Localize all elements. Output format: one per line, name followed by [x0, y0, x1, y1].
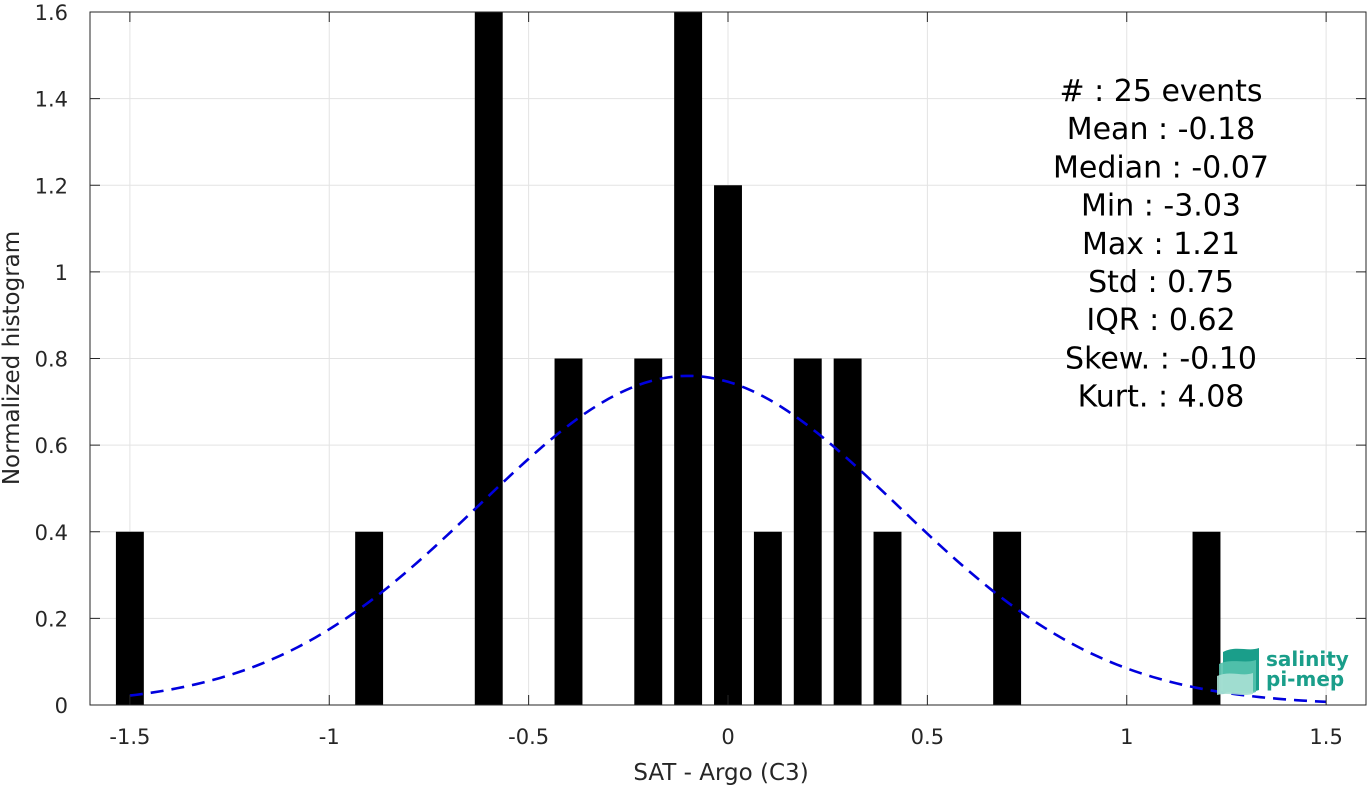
axis-tick-labels: -1.5 -1 -0.5 0 0.5 1 1.5 0 0.2 0.4 0.6 0.8 1 1.2 1.4 1.… [35, 1, 1343, 749]
histogram-bar [1192, 531, 1221, 705]
stats-line: # : 25 events [1059, 74, 1262, 109]
x-tick-label: -1 [319, 725, 340, 749]
stats-line: Max : 1.21 [1082, 227, 1240, 262]
histogram-bar [634, 358, 663, 705]
x-tick-label: 1.5 [1309, 725, 1342, 749]
stats-line: Mean : -0.18 [1067, 112, 1256, 147]
histogram-bar [753, 531, 782, 705]
axis-ticks [90, 11, 1366, 706]
y-tick-label: 0.6 [35, 434, 68, 458]
y-tick-label: 0 [55, 694, 68, 718]
histogram-bar [714, 185, 742, 705]
y-tick-label: 1.6 [35, 1, 68, 25]
y-tick-label: 1.2 [35, 174, 68, 198]
histogram-bar [115, 531, 144, 705]
stats-line: IQR : 0.62 [1086, 303, 1235, 338]
y-axis-label: Normalized histogram [0, 231, 25, 485]
stats-line: Skew. : -0.10 [1065, 341, 1257, 376]
x-tick-label: -1.5 [109, 725, 150, 749]
salinity-pi-mep-logo: salinity pi-mep [1217, 647, 1349, 695]
y-tick-label: 0.4 [35, 521, 68, 545]
histogram-bar [554, 358, 583, 705]
histogram-bar [833, 358, 862, 705]
histogram-bar [873, 531, 902, 705]
histogram-bars [115, 12, 1221, 705]
y-tick-label: 0.8 [35, 348, 68, 372]
x-tick-label: 0 [721, 725, 734, 749]
x-tick-label: 1 [1120, 725, 1133, 749]
logo-line-1: salinity [1266, 647, 1349, 671]
stats-line: Median : -0.07 [1053, 150, 1269, 185]
histogram-bar [993, 531, 1022, 705]
histogram-bar [674, 12, 703, 705]
x-axis-label: SAT - Argo (C3) [633, 760, 808, 786]
stats-line: Min : -3.03 [1081, 189, 1241, 224]
x-tick-label: -0.5 [508, 725, 549, 749]
x-tick-label: 0.5 [911, 725, 944, 749]
stats-line: Kurt. : 4.08 [1078, 380, 1245, 415]
y-tick-label: 1.4 [35, 88, 68, 112]
stats-line: Std : 0.75 [1088, 265, 1234, 300]
y-tick-label: 1 [55, 261, 68, 285]
y-tick-label: 0.2 [35, 607, 68, 631]
logo-wave-icon [1217, 648, 1259, 695]
logo-line-2: pi-mep [1266, 667, 1344, 691]
histogram-bar [355, 531, 384, 705]
gaussian-fit-curve [129, 374, 1327, 704]
histogram-bar [793, 358, 822, 705]
histogram-bar [474, 12, 503, 705]
